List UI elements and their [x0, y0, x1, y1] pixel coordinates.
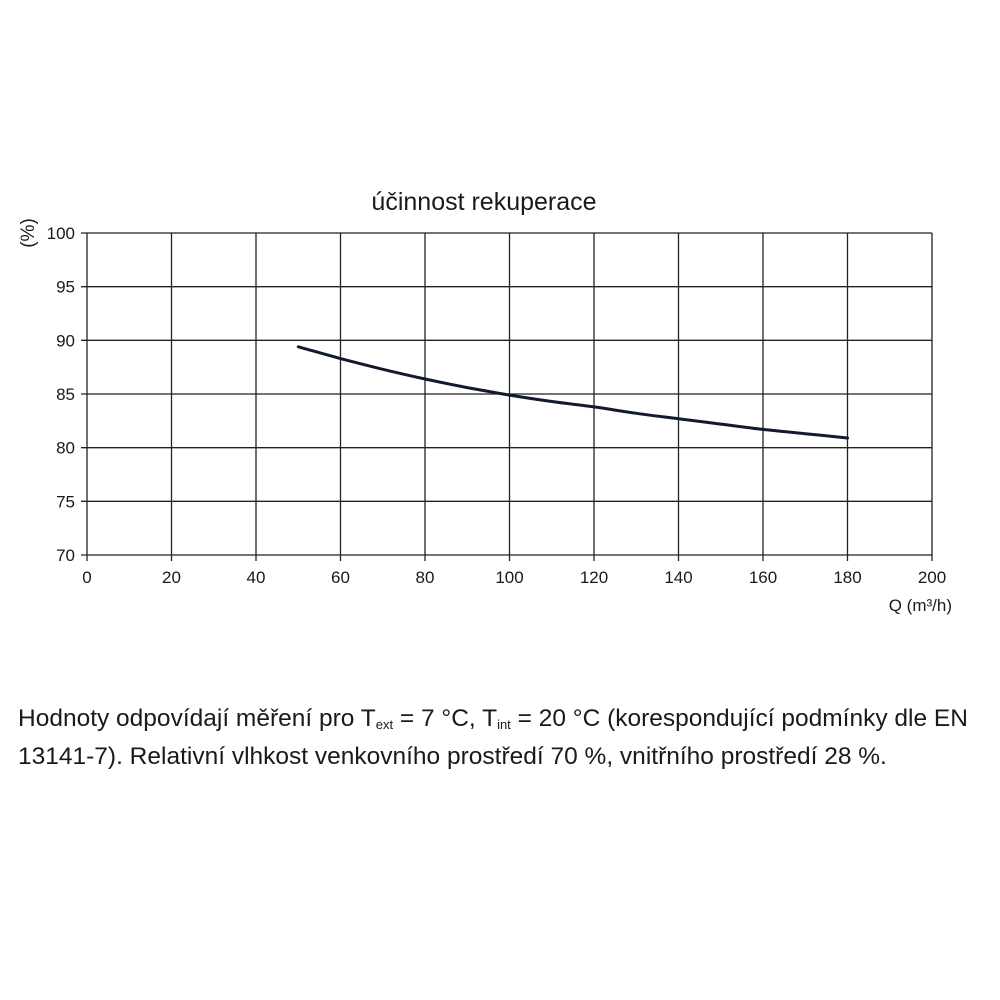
x-tick-label: 200	[918, 568, 946, 587]
caption-sub-ext: ext	[375, 717, 394, 732]
y-axis-label: (%)	[18, 218, 39, 248]
x-axis-label: Q (m³/h)	[889, 596, 952, 615]
x-tick-label: 60	[331, 568, 350, 587]
caption-text-2: = 7 °C, T	[393, 705, 498, 732]
grid	[81, 232, 933, 561]
measurement-note: Hodnoty odpovídají měření pro Text = 7 °…	[18, 700, 983, 776]
x-tick-label: 100	[495, 568, 523, 587]
y-tick-label: 90	[56, 331, 75, 350]
caption-text-1: Hodnoty odpovídají měření pro T	[18, 705, 376, 732]
y-tick-label: 95	[56, 278, 75, 297]
tick-labels: 0 20 40 60 80 100 120 140 160 180 200 70 75 80 85 90 95 1…	[47, 224, 947, 587]
y-tick-label: 70	[56, 546, 75, 565]
x-tick-label: 120	[580, 568, 608, 587]
y-tick-label: 80	[56, 439, 75, 458]
y-tick-label: 85	[56, 385, 75, 404]
x-tick-label: 0	[82, 568, 91, 587]
chart-title: účinnost rekuperace	[371, 188, 596, 216]
x-tick-label: 40	[247, 568, 266, 587]
x-tick-label: 140	[664, 568, 692, 587]
y-tick-label: 75	[56, 492, 75, 511]
x-tick-label: 20	[162, 568, 181, 587]
y-tick-label: 100	[47, 224, 75, 243]
x-tick-label: 180	[833, 568, 861, 587]
x-tick-label: 160	[749, 568, 777, 587]
caption-sub-int: int	[497, 717, 511, 732]
series-layer	[296, 345, 849, 440]
efficiency-series-line	[296, 345, 849, 440]
efficiency-chart: účinnost rekuperace (%) Q (m³/h) 0 20 40 60…	[18, 188, 952, 615]
x-tick-label: 80	[416, 568, 435, 587]
caption-text-3: = 20 °C (korespondující podmínky dle EN …	[18, 705, 968, 770]
